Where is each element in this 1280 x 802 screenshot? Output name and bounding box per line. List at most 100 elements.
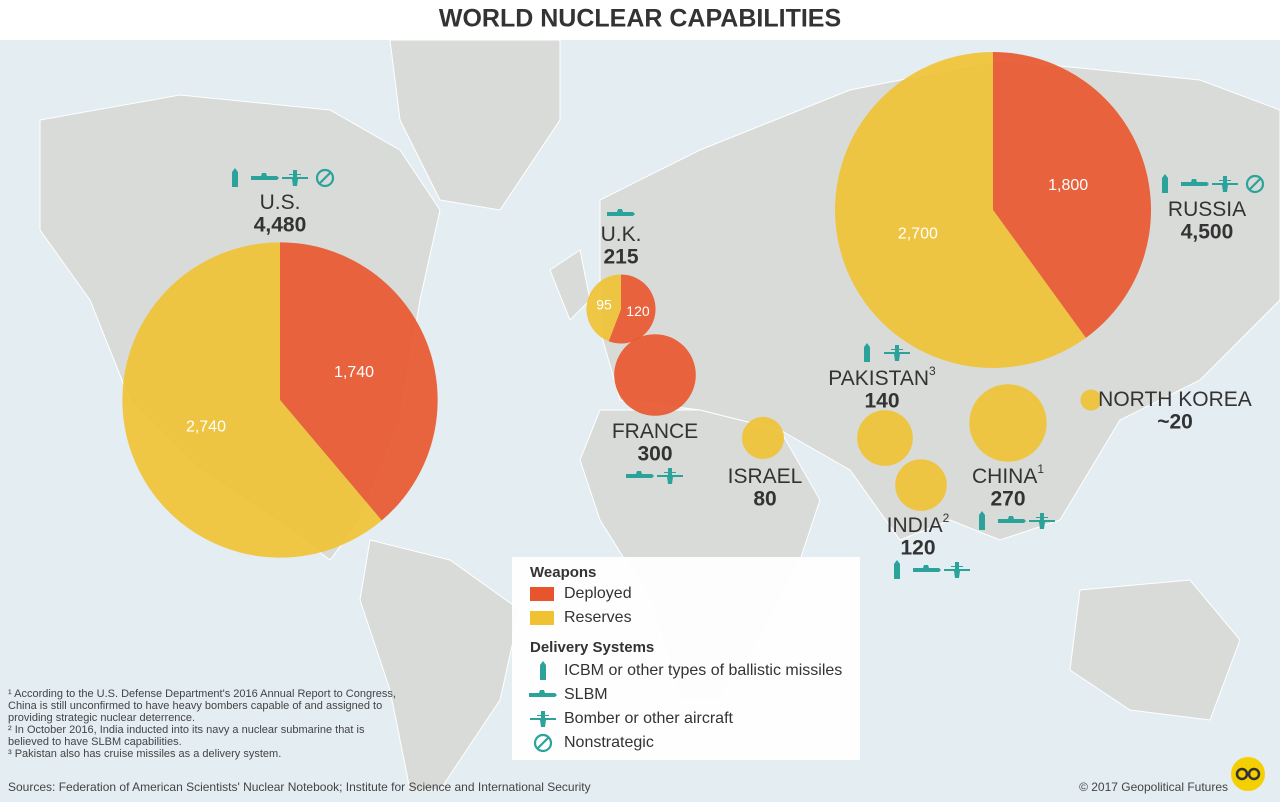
legend-label: Deployed <box>564 585 632 602</box>
pies: 1,740 2,740 120 95 1,800 2,700 <box>122 52 1152 558</box>
slbm-icon <box>529 690 557 697</box>
icbm-icon <box>1162 174 1168 193</box>
bomber-icon <box>944 562 970 578</box>
footnote-mark: 2 <box>943 511 950 525</box>
country-name-text: FRANCE <box>612 420 698 443</box>
country-name-text: U.S. <box>260 191 301 214</box>
delivery-icon <box>998 516 1026 523</box>
country-name: INDIA2 <box>887 511 950 536</box>
delivery-icon <box>315 168 335 188</box>
country-name-text: U.K. <box>601 223 642 246</box>
delivery-icon <box>894 560 900 579</box>
country-total: ~20 <box>1157 411 1193 434</box>
delivery-icon <box>1029 513 1055 529</box>
legend-label: ICBM or other types of ballistic missile… <box>564 662 842 679</box>
bubble <box>895 459 947 511</box>
bomber-icon <box>282 170 308 186</box>
bomber-icon <box>1029 513 1055 529</box>
pie-slice <box>586 274 621 342</box>
greenland <box>389 39 561 211</box>
country-name: CHINA1 <box>972 462 1044 487</box>
delivery-icon <box>540 661 546 680</box>
slbm-icon <box>998 516 1026 523</box>
slice-label: 2,740 <box>186 418 226 435</box>
slice-label: 2,700 <box>898 226 938 243</box>
delivery-icons <box>979 511 1055 530</box>
sources: Sources: Federation of American Scientis… <box>8 780 591 794</box>
country-name-text: INDIA <box>887 514 943 537</box>
footnote-mark: 1 <box>1037 462 1044 476</box>
pie-slice <box>608 274 656 344</box>
slbm-icon <box>251 173 279 180</box>
country-total: 215 <box>603 246 638 269</box>
country-name: FRANCE <box>612 420 698 443</box>
bubble <box>969 384 1047 462</box>
delivery-icon <box>1245 174 1265 194</box>
bubble <box>614 334 696 416</box>
delivery-icon <box>657 468 683 484</box>
footnote-mark: 3 <box>929 364 936 378</box>
slice-label: 1,740 <box>334 364 374 381</box>
bomber-icon <box>884 345 910 361</box>
delivery-icons <box>894 560 970 579</box>
bubble <box>857 410 913 466</box>
logo-ring <box>1235 767 1249 781</box>
bubble <box>1080 389 1102 411</box>
delivery-icon <box>979 511 985 530</box>
pie-slice <box>280 242 438 521</box>
country-name-text: RUSSIA <box>1168 198 1246 221</box>
title: WORLD NUCLEAR CAPABILITIES <box>439 5 841 33</box>
legend-label: SLBM <box>564 686 608 703</box>
legend-swatch <box>530 587 554 601</box>
delivery-icon <box>1212 176 1238 192</box>
legend-box <box>512 557 860 760</box>
footnotes: ¹ According to the U.S. Defense Departme… <box>8 688 398 760</box>
title-bar <box>0 0 1280 40</box>
australia <box>1069 579 1241 721</box>
delivery-icons <box>864 343 910 362</box>
slbm-icon <box>913 565 941 572</box>
bomber-icon <box>530 711 556 727</box>
legend-heading: Delivery Systems <box>530 639 654 656</box>
country-total: 4,480 <box>254 214 307 237</box>
slbm-icon <box>1181 179 1209 186</box>
delivery-icon <box>884 345 910 361</box>
icbm-icon <box>864 343 870 362</box>
pie-slice <box>993 52 1152 338</box>
footnote: ² In October 2016, India inducted into i… <box>8 724 365 748</box>
country-total: 4,500 <box>1181 221 1234 244</box>
icbm-icon <box>540 661 546 680</box>
delivery-icon <box>626 471 654 478</box>
copyright: © 2017 Geopolitical Futures <box>1079 780 1228 794</box>
icbm-icon <box>232 168 238 187</box>
slice-label: 95 <box>596 297 612 313</box>
delivery-icon <box>533 733 553 753</box>
pie-slice <box>122 242 382 558</box>
delivery-icons <box>232 168 335 188</box>
legend-label: Reserves <box>564 609 632 626</box>
country-name-text: PAKISTAN <box>828 367 929 390</box>
nonstrategic-icon <box>1245 174 1265 194</box>
delivery-icons <box>626 468 683 484</box>
country-name: RUSSIA <box>1168 198 1246 221</box>
bubble <box>741 416 785 460</box>
delivery-icon <box>529 690 557 697</box>
bomber-icon <box>657 468 683 484</box>
slbm-icon <box>626 471 654 478</box>
delivery-icons <box>607 209 635 216</box>
delivery-icon <box>864 343 870 362</box>
country-total: 80 <box>753 488 776 511</box>
slice-label: 1,800 <box>1048 177 1088 194</box>
logo-ring <box>1247 767 1261 781</box>
delivery-icons <box>1162 174 1265 194</box>
country-total: 120 <box>900 537 935 560</box>
country-name: U.S. <box>260 191 301 214</box>
delivery-icon <box>251 173 279 180</box>
nonstrategic-slash <box>536 736 550 750</box>
footnote: ³ Pakistan also has cruise missiles as a… <box>8 748 282 760</box>
country-total: 140 <box>864 390 899 413</box>
country-total: 270 <box>990 488 1025 511</box>
bomber-icon <box>1212 176 1238 192</box>
